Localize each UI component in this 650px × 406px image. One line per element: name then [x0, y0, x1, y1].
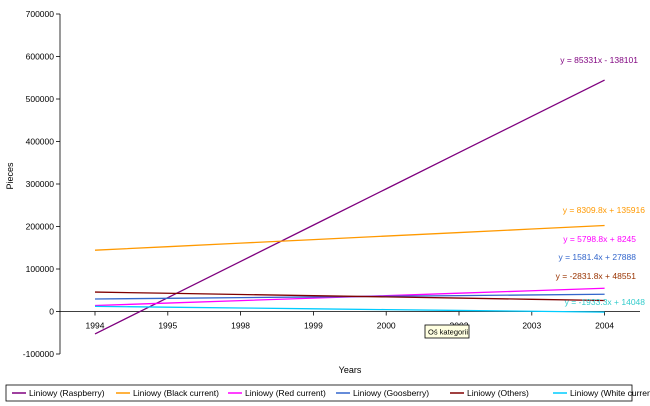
legend-label: Liniowy (Goosberry): [353, 388, 429, 398]
y-tick-label: 100000: [26, 264, 55, 274]
trendline-equation: y = 1581.4x + 27888: [558, 252, 636, 262]
svg-text:Oś kategorii: Oś kategorii: [428, 328, 468, 337]
x-tick-label: 1994: [86, 321, 105, 331]
y-tick-label: 300000: [26, 179, 55, 189]
series-line: [94, 305, 605, 313]
x-tick-label: 1999: [304, 321, 323, 331]
y-tick-label: 500000: [26, 94, 55, 104]
x-axis: 19941995199819992000200220032004: [60, 311, 640, 331]
series-lines: [94, 79, 605, 335]
trendline-equation: y = -2831.8x + 48551: [556, 271, 637, 281]
legend-label: Liniowy (Others): [467, 388, 529, 398]
legend-label: Liniowy (Black current): [133, 388, 219, 398]
series-line: [94, 79, 605, 335]
y-tick-label: 200000: [26, 222, 55, 232]
x-tick-label: 2004: [595, 321, 614, 331]
trendline-equation: y = 8309.8x + 135916: [563, 205, 646, 215]
trendline-equation: y = 85331x - 138101: [560, 55, 638, 65]
legend: Liniowy (Raspberry) Liniowy (Black curren…: [5, 384, 650, 402]
trendline-equation: y = 5798.8x + 8245: [563, 234, 636, 244]
series-line: [94, 224, 605, 251]
legend-label: Liniowy (White current): [570, 388, 650, 398]
y-tick-label: 400000: [26, 137, 55, 147]
x-tick-label: 1998: [231, 321, 250, 331]
series-line: [94, 291, 605, 302]
y-tick-label: 700000: [26, 9, 55, 19]
y-axis: -100000 0 100000 200000 300000 400000 500000 60…: [23, 9, 61, 359]
y-axis-title: Pieces: [5, 162, 15, 190]
x-tick-label: 2000: [377, 321, 396, 331]
y-tick-label: 600000: [26, 52, 55, 62]
legend-label: Liniowy (Raspberry): [29, 388, 105, 398]
legend-label: Liniowy (Red current): [245, 388, 326, 398]
y-tick-label: 0: [49, 307, 54, 317]
x-axis-title: Years: [339, 365, 362, 375]
trendline-equations: y = 85331x - 138101 y = 8309.8x + 135916 y…: [556, 55, 646, 307]
x-tick-label: 2003: [522, 321, 541, 331]
category-axis-tooltip: Oś kategorii: [424, 324, 470, 339]
x-tick-label: 1995: [158, 321, 177, 331]
trendline-equation: y = -1933.3x + 14048: [565, 297, 646, 307]
y-tick-label: -100000: [23, 349, 54, 359]
